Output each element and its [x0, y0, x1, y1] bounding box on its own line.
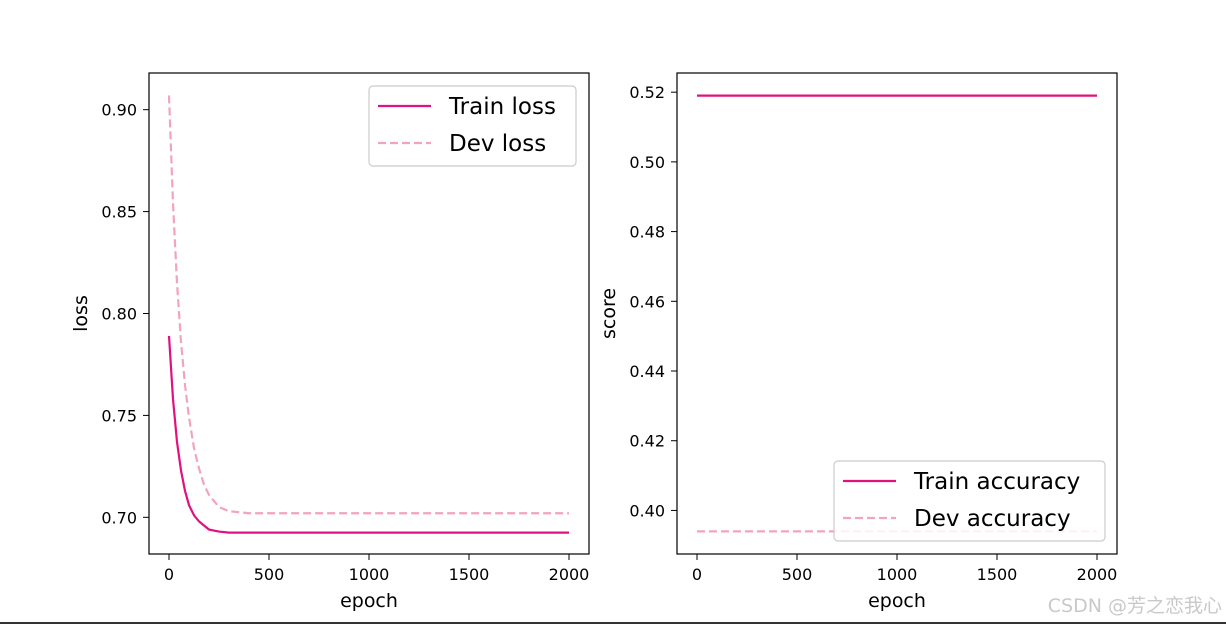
- y-tick-label: 0.48: [629, 223, 665, 242]
- y-tick-label: 0.80: [101, 305, 137, 324]
- legend-label: Train accuracy: [913, 469, 1080, 495]
- legend-label: Train loss: [448, 94, 556, 120]
- x-tick-label: 1500: [977, 565, 1018, 584]
- x-tick-label: 2000: [549, 565, 590, 584]
- x-tick-label: 1000: [877, 565, 918, 584]
- legend-label: Dev accuracy: [914, 506, 1071, 532]
- x-tick-label: 500: [254, 565, 285, 584]
- chart-panel-1: 0 500 1000 1500 2000 0.70 0.75 0.80 0.85 0.90 epoc…: [70, 72, 590, 612]
- x-axis-label: epoch: [340, 590, 398, 612]
- y-tick-label: 0.75: [101, 406, 137, 425]
- x-tick-label: 2000: [1077, 565, 1118, 584]
- y-axis-label: loss: [70, 295, 92, 332]
- x-axis-label: epoch: [868, 590, 926, 612]
- bottom-divider: [0, 622, 1226, 624]
- y-tick-label: 0.52: [629, 83, 665, 102]
- series-line-dev-loss: [167, 95, 569, 515]
- y-tick-label: 0.50: [629, 153, 665, 172]
- series-line-train-loss: [167, 335, 569, 534]
- legend-box: [833, 460, 1106, 542]
- watermark: CSDN @芳之恋我心: [1047, 595, 1222, 617]
- legend-label: Dev loss: [449, 131, 546, 157]
- x-tick-label: 1000: [349, 565, 390, 584]
- x-tick-label: 500: [782, 565, 813, 584]
- x-tick-label: 1500: [449, 565, 490, 584]
- legend: Train accuracy Dev accuracy: [833, 460, 1106, 542]
- y-tick-label: 0.44: [629, 362, 665, 381]
- legend: Train loss Dev loss: [368, 85, 577, 167]
- x-tick-label: 0: [164, 565, 174, 584]
- y-tick-label: 0.42: [629, 432, 665, 451]
- y-axis-label: score: [598, 288, 620, 339]
- x-tick-label: 0: [692, 565, 702, 584]
- y-tick-label: 0.40: [629, 501, 665, 520]
- y-tick-label: 0.46: [629, 292, 665, 311]
- y-tick-label: 0.85: [101, 203, 137, 222]
- y-tick-label: 0.90: [101, 101, 137, 120]
- y-tick-label: 0.70: [101, 508, 137, 527]
- chart-panel-2: 0 500 1000 1500 2000 0.40 0.42 0.44 0.46 0.48 0.50…: [598, 72, 1118, 612]
